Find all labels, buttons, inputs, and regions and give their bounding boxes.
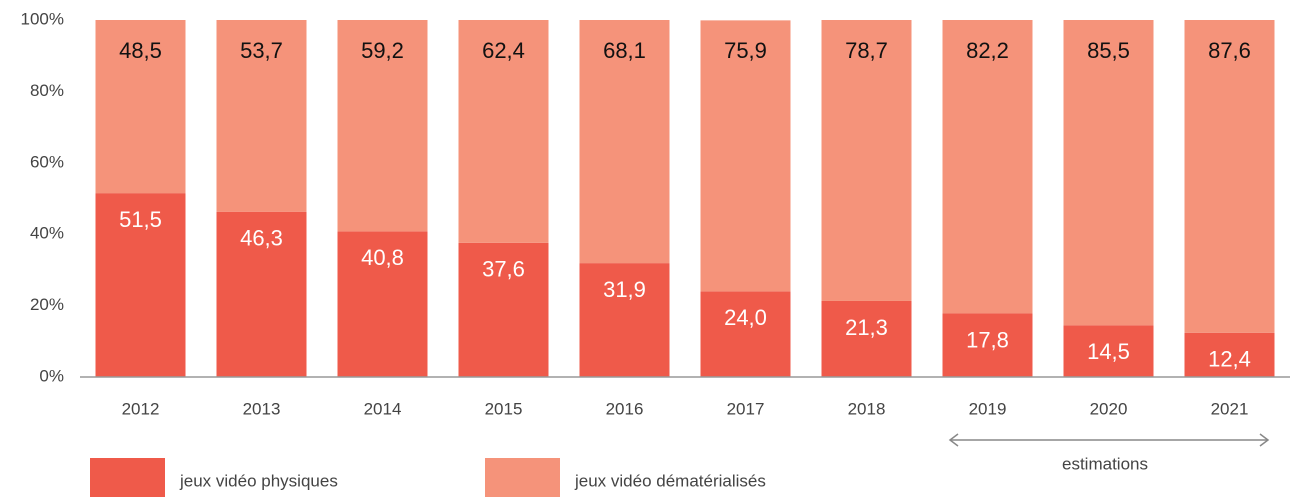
bar-segment	[579, 263, 670, 377]
bar-segment	[95, 20, 186, 194]
y-tick-label: 60%	[30, 152, 64, 171]
data-label: 51,5	[119, 207, 162, 232]
bar-segment	[1184, 332, 1275, 377]
data-label: 31,9	[603, 277, 646, 302]
legend-swatch	[485, 458, 560, 497]
bar-segment	[579, 20, 670, 264]
bar-segment	[700, 20, 791, 292]
arrow-head	[948, 433, 959, 447]
data-label: 46,3	[240, 226, 283, 251]
data-label: 62,4	[482, 38, 525, 63]
bar-segment	[216, 20, 307, 212]
bar-segment	[942, 20, 1033, 314]
x-tick-label: 2021	[1211, 399, 1249, 418]
legend-swatch	[90, 458, 165, 497]
bar-segment	[1063, 20, 1154, 326]
x-tick-label: 2020	[1090, 399, 1128, 418]
x-tick-label: 2014	[364, 399, 402, 418]
legend-label: jeux vidéo physiques	[179, 471, 338, 490]
data-label: 40,8	[361, 245, 404, 270]
x-tick-label: 2017	[727, 399, 765, 418]
bar-segment	[1184, 20, 1275, 333]
data-label: 48,5	[119, 38, 162, 63]
data-label: 82,2	[966, 38, 1009, 63]
bar-segment	[1063, 325, 1154, 377]
bar-segment	[337, 20, 428, 232]
data-label: 53,7	[240, 38, 283, 63]
data-label: 87,6	[1208, 38, 1251, 63]
data-label: 21,3	[845, 315, 888, 340]
bar-segment	[458, 20, 549, 243]
x-tick-label: 2019	[969, 399, 1007, 418]
x-tick-label: 2015	[485, 399, 523, 418]
bar-segment	[216, 211, 307, 377]
bar-segment	[821, 20, 912, 301]
legend-label: jeux vidéo dématérialisés	[574, 471, 766, 490]
data-label: 85,5	[1087, 38, 1130, 63]
bar-segment	[337, 231, 428, 377]
data-label: 14,5	[1087, 339, 1130, 364]
data-label: 68,1	[603, 38, 646, 63]
y-tick-label: 20%	[30, 295, 64, 314]
data-label: 12,4	[1208, 347, 1251, 372]
data-label: 78,7	[845, 38, 888, 63]
data-label: 37,6	[482, 257, 525, 282]
x-tick-label: 2018	[848, 399, 886, 418]
data-label: 24,0	[724, 305, 767, 330]
bar-segment	[95, 193, 186, 377]
data-label: 59,2	[361, 38, 404, 63]
y-tick-label: 0%	[39, 366, 64, 385]
x-tick-label: 2013	[243, 399, 281, 418]
x-tick-label: 2012	[122, 399, 160, 418]
arrow-head	[1259, 433, 1270, 447]
y-tick-label: 80%	[30, 81, 64, 100]
bar-segment	[821, 300, 912, 377]
bar-segment	[700, 291, 791, 377]
data-label: 75,9	[724, 38, 767, 63]
y-tick-label: 40%	[30, 224, 64, 243]
x-tick-label: 2016	[606, 399, 644, 418]
data-label: 17,8	[966, 327, 1009, 352]
annotation: estimations	[1062, 454, 1148, 473]
bar-segment	[942, 313, 1033, 377]
bar-segment	[458, 242, 549, 377]
y-tick-label: 100%	[21, 9, 64, 28]
